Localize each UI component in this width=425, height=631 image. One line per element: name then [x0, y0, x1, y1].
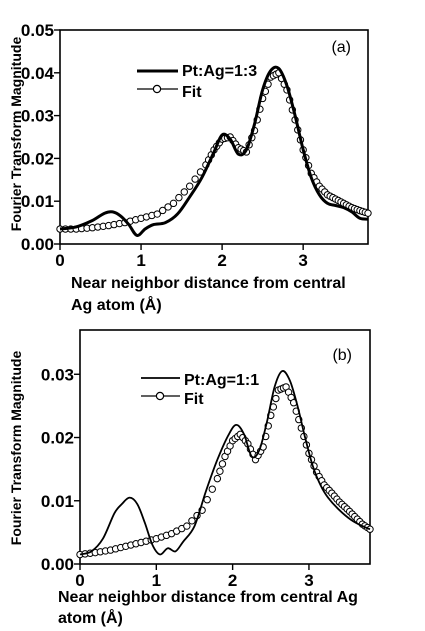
panel-a-fit-point — [164, 203, 172, 211]
panel-a-fit-point — [180, 188, 188, 196]
panel-b-fit-point — [203, 496, 211, 504]
panel-a-x-axis-label-line1: Near neighbor distance from central — [71, 275, 346, 292]
panel-a-fit-point — [364, 209, 372, 217]
panel-a-y-tick-label: 0.03 — [21, 107, 54, 126]
panel-b-y-tick-label: 0.02 — [41, 429, 74, 448]
panel-b-fit-point — [208, 485, 216, 493]
panel-b-legend-fit-marker — [155, 391, 165, 401]
panel-a-legend: Pt:Ag=1:3 Fit — [137, 63, 257, 101]
panel-b-fit-point — [366, 525, 374, 533]
panel-b-x-tick-label: 3 — [304, 571, 313, 590]
panel-b-y-axis-label: Fourier Transform Magnitude — [8, 351, 24, 546]
panel-a-y-tick-label: 0.02 — [21, 149, 54, 168]
panel-a-fit-point — [191, 175, 199, 183]
panel-b-x-tick-label: 2 — [228, 571, 237, 590]
panel-b-x-tick-label: 1 — [152, 571, 161, 590]
panel-b-fit-point — [218, 460, 227, 468]
panel-b-series — [76, 370, 374, 559]
panel-a-plot-frame — [59, 29, 369, 245]
panel-a-y-tick-label: 0.01 — [21, 192, 54, 211]
panel-a-x-tick-label: 0 — [55, 251, 64, 270]
panel-a-y-tick-label: 0.05 — [21, 21, 54, 40]
panel-b-x-axis-label-line1: Near neighbor distance from central Ag — [58, 589, 358, 606]
panel-a-fit-point — [185, 182, 194, 190]
panel-b-legend-label-fit: Fit — [184, 391, 204, 408]
panel-b-legend-label-data: Pt:Ag=1:1 — [184, 372, 259, 389]
panel-b-fit-point — [188, 517, 196, 525]
panel-b-fit-point — [216, 467, 224, 475]
panel-a-y-tick-label: 0.00 — [21, 235, 54, 254]
panel-b-y-tick-label: 0.01 — [41, 492, 74, 511]
panel-b-measured-line — [79, 370, 371, 556]
panel-b-plot-frame — [79, 329, 371, 565]
panel-b-fit-point — [272, 394, 280, 403]
panel-a-legend-label-data: Pt:Ag=1:3 — [182, 63, 257, 80]
panel-a-fit-point — [169, 199, 178, 208]
panel-a-series — [56, 65, 372, 237]
panel-b-fit-point — [213, 474, 222, 483]
panel-a-fit-point — [153, 210, 161, 218]
panel-a-y-axis-label: Fourier Transform Magnitude — [8, 37, 24, 232]
panel-a-ticks: 0.00 0.01 0.02 0.03 0.04 0.05 0 1 2 3 — [21, 21, 308, 270]
panel-a-x-tick-label: 2 — [217, 251, 226, 270]
panel-a-legend-fit-marker — [152, 84, 162, 94]
panel-a-legend-label-fit: Fit — [182, 84, 202, 101]
panel-b-fit-point — [183, 522, 191, 530]
panel-b-letter: (b) — [332, 347, 352, 364]
panel-a-y-tick-label: 0.04 — [21, 64, 55, 83]
panel-b-x-tick-label: 0 — [75, 571, 84, 590]
panel-a-x-tick-label: 3 — [298, 251, 307, 270]
panel-a-measured-line — [59, 65, 369, 237]
panel-a-x-tick-label: 1 — [136, 251, 145, 270]
panel-a-x-axis-label-line2: Ag atom (Å) — [71, 295, 162, 314]
panel-b-y-tick-label: 0.03 — [41, 365, 74, 384]
panel-a: Fourier Transform Magnitude 0.00 0.01 0.02… — [8, 21, 372, 314]
panel-b: Fourier Transform Magnitude 0.00 0.01 0.02… — [8, 329, 374, 627]
panel-b-y-tick-label: 0.00 — [41, 555, 74, 574]
panel-b-ticks: 0.00 0.01 0.02 0.03 0 1 2 3 — [41, 365, 314, 590]
panel-b-legend: Pt:Ag=1:1 Fit — [141, 372, 259, 408]
panel-b-x-axis-label-line2: atom (Å) — [58, 608, 123, 627]
panel-a-fit-point — [158, 206, 167, 215]
panel-a-letter: (a) — [331, 39, 351, 56]
panel-a-fit-point — [175, 193, 183, 202]
